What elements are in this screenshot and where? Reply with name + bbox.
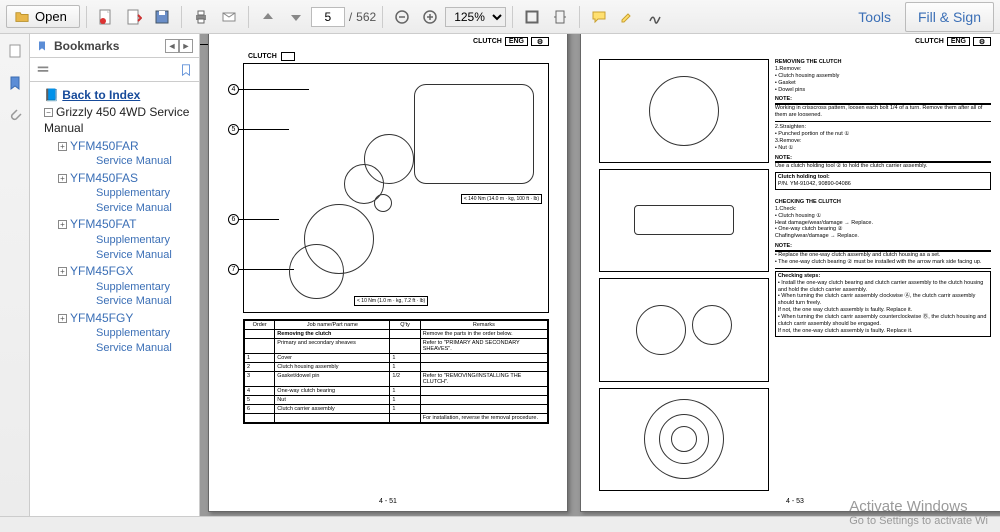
page-total: 562 [356,10,376,24]
checking-steps-box: Checking steps: • Install the one-way cl… [775,271,991,337]
procedure-table: OrderJob name/Part nameQ'tyRemarks Remov… [243,319,549,424]
section-icon [281,52,295,61]
left-rail [0,34,30,516]
tools-link[interactable]: Tools [846,3,903,31]
page-up-icon[interactable] [255,4,281,30]
options-icon[interactable] [36,63,50,77]
bookmark-icon [36,40,48,52]
exploded-view-box: CLUTCH 4 5 6 7 < 140 Nm (14.0 m · kg, 10… [243,63,549,313]
create-pdf-icon[interactable] [93,4,119,30]
attachments-icon[interactable] [4,104,26,126]
page-spread-left: CLUTCH ENG ⚙ CLUTCH 4 5 6 7 [208,34,568,512]
fit-page-icon[interactable] [547,4,573,30]
callout-4: 4 [228,84,239,95]
highlight-icon[interactable] [614,4,640,30]
email-icon[interactable] [216,4,242,30]
expand-toggle[interactable]: + [58,314,67,323]
export-pdf-icon[interactable] [121,4,147,30]
bookmarks-tree: 📘 Back to Index −Grizzly 450 4WD Service… [30,82,199,516]
bookmark-item[interactable]: YFM45FGY [70,311,133,325]
page-input[interactable] [311,7,345,27]
bookmarks-header: Bookmarks ◄► [30,34,199,58]
bookmark-item[interactable]: YFM45FGX [70,264,133,278]
fill-sign-button[interactable]: Fill & Sign [905,2,994,32]
torque-spec-2: < 10 Nm (1.0 m · kg, 7.2 ft · lb) [354,296,428,306]
callout-7: 7 [228,264,239,275]
bookmarks-toolbar [30,58,199,82]
fit-width-icon[interactable] [519,4,545,30]
expand-toggle[interactable]: + [58,174,67,183]
page-section-header: CLUTCH ENG ⚙ [915,37,991,46]
status-bar [0,516,1000,532]
torque-spec-1: < 140 Nm (14.0 m · kg, 100 ft · lb) [461,194,542,204]
bookmarks-title: Bookmarks [54,39,119,53]
sign-icon[interactable] [642,4,668,30]
page-indicator: / 562 [311,7,376,27]
figure-column [599,59,769,491]
zoom-select[interactable]: 125% [445,7,506,27]
expand-toggle[interactable]: + [58,220,67,229]
instruction-column: REMOVING THE CLUTCH 1.Remove: • Clutch h… [775,59,991,491]
expand-toggle[interactable]: + [58,267,67,276]
bookmark-icon: 📘 [44,88,59,102]
zoom-in-icon[interactable] [417,4,443,30]
bookmark-item[interactable]: YFM450FAT [70,217,136,231]
callout-5: 5 [228,124,239,135]
open-label: Open [35,9,67,24]
comment-icon[interactable] [586,4,612,30]
engine-icon: ⚙ [973,37,991,46]
page-number: 4 - 53 [581,498,1000,505]
collapse-toggle[interactable]: − [44,108,53,117]
new-bookmark-icon[interactable] [179,63,193,77]
main-toolbar: Open / 562 125% Tools Fill & Sign [0,0,1000,34]
thumbnails-icon[interactable] [4,40,26,62]
folder-open-icon [15,10,29,24]
print-icon[interactable] [188,4,214,30]
bookmark-nav[interactable]: ◄► [165,39,193,53]
callout-6: 6 [228,214,239,225]
bookmarks-rail-icon[interactable] [4,72,26,94]
bookmark-root[interactable]: Grizzly 450 4WD Service Manual [44,105,189,135]
bookmark-item[interactable]: YFM450FAS [70,171,138,185]
save-icon[interactable] [149,4,175,30]
document-view[interactable]: CLUTCH ENG ⚙ CLUTCH 4 5 6 7 [200,34,1000,516]
zoom-out-icon[interactable] [389,4,415,30]
bookmark-back-to-index[interactable]: Back to Index [62,88,140,102]
expand-toggle[interactable]: + [58,142,67,151]
bookmark-item[interactable]: YFM450FAR [70,139,139,153]
engine-icon: ⚙ [531,37,549,46]
page-number: 4 - 51 [209,498,567,505]
tool-callout-box: Clutch holding tool: P/N. YM-91042, 9089… [775,172,991,190]
bookmarks-pane: Bookmarks ◄► 📘 Back to Index −Grizzly 45… [30,34,200,516]
page-down-icon[interactable] [283,4,309,30]
page-section-header: CLUTCH ENG ⚙ [473,37,549,46]
open-button[interactable]: Open [6,5,80,28]
page-spread-right: CLUTCH ENG ⚙ REMOVING THE CLUTCH 1.Remov… [580,34,1000,512]
